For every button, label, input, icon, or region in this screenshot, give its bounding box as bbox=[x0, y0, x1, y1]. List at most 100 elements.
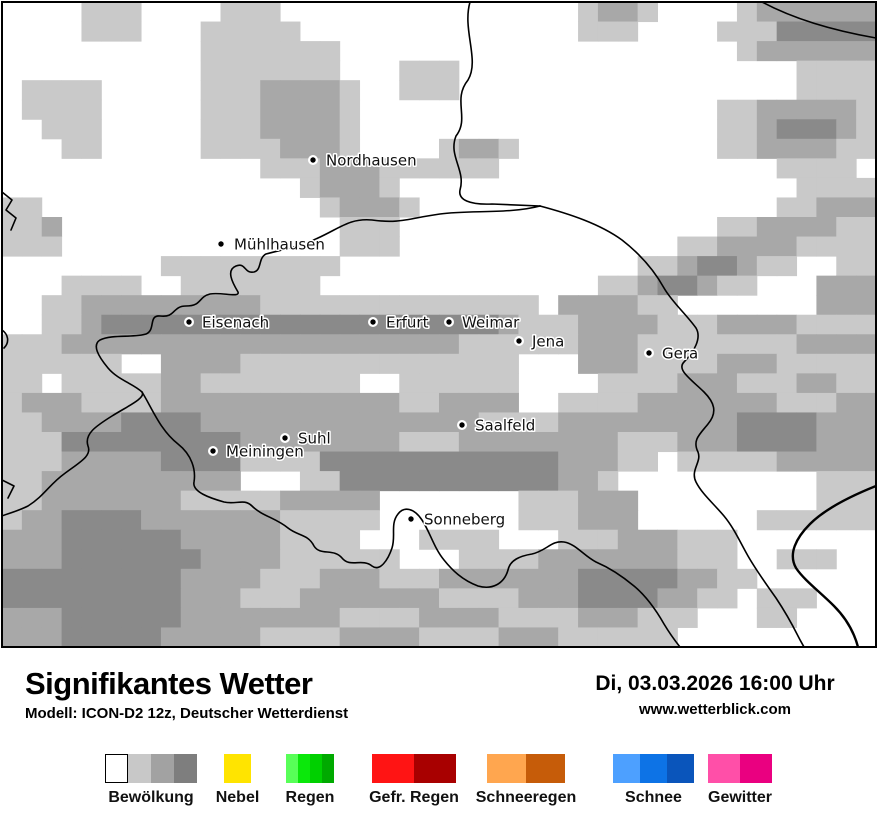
cloud-cell bbox=[121, 373, 142, 394]
cloud-cell bbox=[319, 256, 341, 277]
cloud-cell bbox=[41, 451, 63, 472]
cloud-cell bbox=[2, 568, 23, 589]
cloud-cell bbox=[796, 510, 817, 531]
cloud-cell bbox=[220, 138, 241, 159]
cloud-cell bbox=[240, 490, 261, 511]
cloud-cell bbox=[160, 334, 182, 355]
cloud-cell bbox=[359, 471, 380, 492]
cloud-cell bbox=[121, 451, 142, 472]
cloud-cell bbox=[260, 295, 281, 316]
cloud-cell bbox=[458, 392, 480, 413]
cloud-cell bbox=[677, 373, 698, 394]
cloud-cell bbox=[101, 607, 122, 628]
state-border-path bbox=[141, 391, 681, 647]
cloud-cell bbox=[796, 80, 817, 101]
cloud-cell bbox=[2, 451, 23, 472]
cloud-cell bbox=[339, 568, 361, 589]
cloud-cell bbox=[736, 412, 758, 433]
cloud-cell bbox=[61, 373, 82, 394]
cloud-cell bbox=[379, 314, 400, 335]
cloud-cell bbox=[220, 412, 241, 433]
cloud-cell bbox=[796, 353, 817, 374]
cloud-cell bbox=[61, 627, 82, 647]
cloud-cell bbox=[220, 353, 241, 374]
cloud-cell bbox=[240, 412, 261, 433]
cloud-cell bbox=[299, 471, 321, 492]
cloud-cell bbox=[558, 588, 579, 609]
cloud-cell bbox=[578, 529, 599, 550]
cloud-cell bbox=[61, 353, 82, 374]
cloud-cell bbox=[756, 256, 778, 277]
cloud-cell bbox=[260, 80, 281, 101]
cloud-cell bbox=[220, 275, 241, 296]
cloud-cell bbox=[379, 177, 400, 198]
legend-swatch bbox=[322, 754, 334, 783]
cloud-cell bbox=[280, 373, 301, 394]
cloud-cell bbox=[299, 373, 321, 394]
cloud-cell bbox=[81, 138, 102, 159]
cloud-cell bbox=[836, 373, 857, 394]
cloud-cell bbox=[717, 236, 738, 257]
cloud-cell bbox=[260, 568, 281, 589]
cloud-cell bbox=[61, 568, 82, 589]
cloud-cell bbox=[439, 392, 460, 413]
cloud-cell bbox=[399, 607, 420, 628]
cloud-cell bbox=[160, 314, 182, 335]
cloud-cell bbox=[220, 373, 241, 394]
cloud-cell bbox=[498, 392, 519, 413]
cloud-cell bbox=[220, 314, 241, 335]
cloud-cell bbox=[220, 432, 241, 453]
cloud-cell bbox=[836, 451, 857, 472]
cloud-cell bbox=[478, 295, 500, 316]
cloud-cell bbox=[597, 295, 619, 316]
cloud-cell bbox=[756, 451, 778, 472]
cloud-cell bbox=[319, 41, 341, 62]
cloud-cell bbox=[617, 314, 639, 335]
state-border-path bbox=[453, 2, 541, 207]
legend-swatch bbox=[298, 754, 310, 783]
cloud-cell bbox=[637, 392, 658, 413]
city-dot bbox=[186, 319, 192, 325]
cloud-cell bbox=[319, 314, 341, 335]
cloud-cell bbox=[319, 432, 341, 453]
cloud-cell bbox=[299, 275, 321, 296]
cloud-cell bbox=[796, 334, 817, 355]
cloud-cell bbox=[200, 568, 221, 589]
cloud-cell bbox=[458, 138, 480, 159]
cloud-cell bbox=[21, 236, 43, 257]
cloud-cell bbox=[419, 295, 440, 316]
cloud-cell bbox=[538, 451, 559, 472]
cloud-cell bbox=[697, 353, 718, 374]
cloud-cell bbox=[280, 80, 301, 101]
city-label: Jena bbox=[531, 333, 564, 351]
cloud-cell bbox=[538, 412, 559, 433]
legend-swatches bbox=[372, 754, 456, 783]
footer-left: Signifikantes Wetter Modell: ICON-D2 12z… bbox=[25, 667, 348, 721]
state-borders-layer bbox=[2, 2, 876, 647]
legend-swatch bbox=[128, 754, 151, 783]
cloud-cell bbox=[637, 2, 658, 23]
cloud-cell bbox=[558, 412, 579, 433]
cloud-cell bbox=[200, 275, 221, 296]
cloud-cell bbox=[756, 138, 778, 159]
cloud-cell bbox=[220, 510, 241, 531]
cloud-cell bbox=[816, 2, 837, 23]
cloud-cell bbox=[399, 588, 420, 609]
cloud-cell bbox=[319, 60, 341, 81]
cloud-cell bbox=[339, 295, 361, 316]
cloud-cell bbox=[160, 490, 182, 511]
cloud-cell bbox=[558, 549, 579, 570]
cloud-cell bbox=[240, 373, 261, 394]
cloud-cell bbox=[617, 334, 639, 355]
cloud-cell bbox=[498, 353, 519, 374]
cloud-cell bbox=[379, 353, 400, 374]
cloud-cell bbox=[319, 295, 341, 316]
cloud-cell bbox=[41, 334, 63, 355]
cloud-cell bbox=[280, 60, 301, 81]
cloud-cell bbox=[200, 451, 221, 472]
cloud-cell bbox=[458, 627, 480, 647]
cloud-cell bbox=[220, 99, 241, 120]
cloud-cell bbox=[856, 236, 876, 257]
cloud-cell bbox=[260, 451, 281, 472]
cloud-cell bbox=[21, 588, 43, 609]
